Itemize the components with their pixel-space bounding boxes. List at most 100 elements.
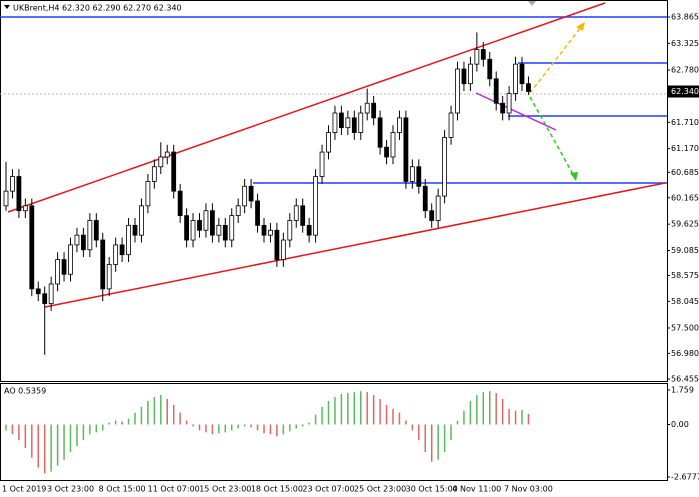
trend-line <box>475 92 557 131</box>
candle-body <box>100 239 106 290</box>
menu-triangle <box>4 5 10 9</box>
x-tick-label: 15 Oct 23:00 <box>199 485 251 494</box>
candle-body <box>390 132 396 158</box>
forecast-arrow <box>529 96 575 177</box>
candle-body <box>480 49 486 60</box>
candle-body <box>268 229 273 236</box>
candle-body <box>358 112 364 133</box>
candle-body <box>461 68 467 85</box>
candle-body <box>222 224 228 241</box>
x-tick-label: 25 Oct 23:00 <box>354 485 406 494</box>
candle-body <box>48 283 54 304</box>
chart-title: UKBrent,H4 62.320 62.290 62.270 62.340 <box>13 4 182 13</box>
candle-body <box>526 83 531 92</box>
candle-body <box>332 112 338 133</box>
candle-body <box>255 200 260 226</box>
candle-body <box>216 224 222 236</box>
candle-body <box>409 166 415 182</box>
y-tick-label: 63.865 <box>671 13 699 22</box>
candle-body <box>338 112 344 129</box>
y-tick-label: 56.455 <box>671 375 699 384</box>
candle-body <box>274 229 280 260</box>
candle-body <box>403 117 409 182</box>
candle-body <box>3 190 9 207</box>
y-tick-label: -2.6777 <box>671 472 699 481</box>
candle-body <box>22 205 28 212</box>
candle-body <box>126 224 131 256</box>
candle-body <box>416 166 422 187</box>
candle-body <box>319 151 325 177</box>
drawings <box>0 1 667 308</box>
candle-body <box>235 205 241 216</box>
candle-body <box>81 234 86 251</box>
y-tick-label: 56.980 <box>671 349 699 358</box>
candle-body <box>177 190 183 216</box>
candle-body <box>326 132 331 153</box>
candle-body <box>145 180 151 207</box>
y-tick-label: 59.085 <box>671 246 699 255</box>
candle-body <box>197 220 202 231</box>
candle-body <box>442 137 448 197</box>
candle-body <box>435 195 441 221</box>
candle-body <box>306 224 312 236</box>
shift-marker <box>528 1 536 6</box>
y-tick-label: 58.045 <box>671 297 699 306</box>
candle-body <box>519 63 525 85</box>
channel-line <box>7 2 606 213</box>
arrow-head <box>570 172 578 181</box>
arrow-head <box>576 22 585 31</box>
candle-body <box>397 117 402 133</box>
candle-body <box>151 166 157 182</box>
y-tick-label: 61.710 <box>671 118 699 127</box>
candle-body <box>190 220 196 241</box>
x-tick-label: 18 Oct 15:00 <box>251 485 303 494</box>
candle-body <box>467 63 473 85</box>
y-tick-label: 1.759 <box>671 386 694 395</box>
x-tick-label: 30 Oct 15:00 <box>406 485 458 494</box>
candle-body <box>280 239 286 260</box>
candle-body <box>455 68 460 114</box>
x-tick-label: 3 Oct 23:00 <box>47 485 94 494</box>
candle-body <box>132 224 138 236</box>
y-tick-label: 59.625 <box>671 220 699 229</box>
y-tick-label: 61.170 <box>671 144 699 153</box>
candle-body <box>364 102 370 114</box>
candle-body <box>93 220 99 241</box>
candle-body <box>74 234 80 246</box>
candle-body <box>229 215 235 241</box>
candle-body <box>500 102 506 114</box>
candle-body <box>248 185 254 202</box>
candle-body <box>300 205 306 226</box>
candle-body <box>293 205 299 221</box>
y-tick-label: 63.325 <box>671 39 699 48</box>
candle-body <box>261 224 267 236</box>
candle-body <box>384 146 389 158</box>
candle-body <box>68 244 73 275</box>
candle-body <box>55 259 60 285</box>
candle-body <box>513 63 518 94</box>
candle-body <box>106 264 112 290</box>
y-tick-label: 60.165 <box>671 193 699 202</box>
candle-body <box>164 151 170 158</box>
x-tick-label: 8 Oct 15:00 <box>99 485 146 494</box>
candle-body <box>371 102 377 119</box>
candle-body <box>113 244 119 265</box>
candle-body <box>10 176 15 192</box>
y-tick-label: 0.00 <box>671 420 689 429</box>
candle-body <box>139 205 144 236</box>
y-tick-label: 57.500 <box>671 323 699 332</box>
candle-body <box>287 220 293 241</box>
y-tick-label: 60.685 <box>671 168 699 177</box>
candle-body <box>171 151 177 192</box>
y-tick-label: 58.575 <box>671 271 699 280</box>
x-tick-label: 7 Nov 03:00 <box>504 485 553 494</box>
candle-body <box>345 117 351 129</box>
candle-body <box>313 176 319 236</box>
y-tick-label: 62.780 <box>671 66 699 75</box>
candle-body <box>209 210 215 236</box>
candle-body <box>119 244 125 256</box>
x-tick-label: 11 Oct 07:00 <box>148 485 200 494</box>
channel-line <box>44 182 666 308</box>
candle-body <box>42 293 48 304</box>
